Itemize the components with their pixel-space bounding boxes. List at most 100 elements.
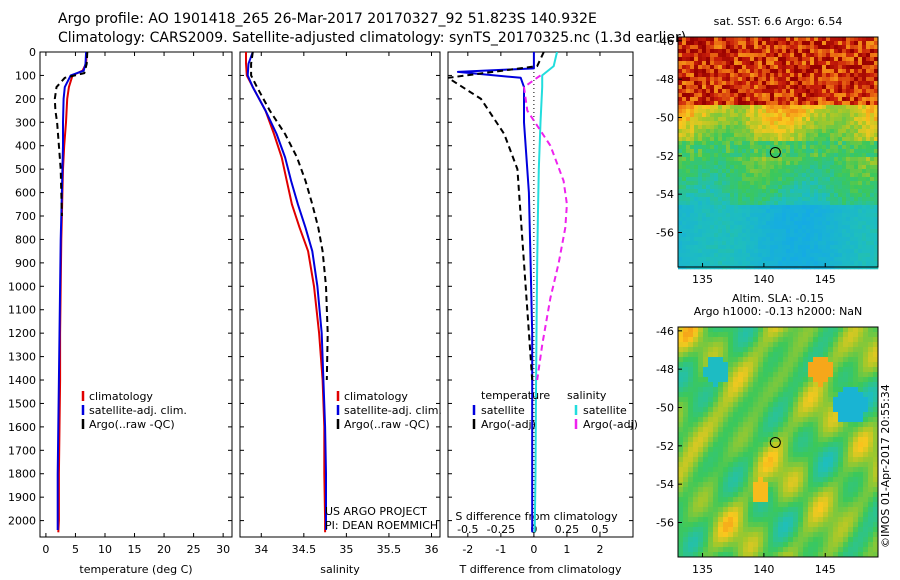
x-tick-label: 34	[254, 543, 268, 556]
series-line-temperature-argo-adj-	[448, 52, 545, 381]
legend-heading: salinity	[567, 389, 607, 402]
x-tick-label: 1	[563, 543, 570, 556]
figure-title-line1: Argo profile: AO 1901418_265 26-Mar-2017…	[58, 11, 597, 27]
map-y-tick-label: -50	[656, 112, 674, 125]
x-tick-label: 15	[128, 543, 142, 556]
y-tick-label: 1300	[8, 351, 36, 364]
x-tick-label: 2	[596, 543, 603, 556]
map-y-tick-label: -52	[656, 150, 674, 163]
sla-map-cells	[678, 327, 879, 558]
legend-entry: Argo(-adj)	[583, 418, 638, 431]
y-tick-label: 1700	[8, 444, 36, 457]
s-diff-axis-label: S difference from climatology	[455, 510, 618, 523]
plot-frame	[239, 51, 441, 538]
series-line-satellite-adj-clim-	[56, 52, 88, 530]
map-y-tick-label: -50	[656, 402, 674, 415]
sla-map: 135 140 145 -46 -48 -50 -52 -54 -56	[656, 325, 879, 576]
sst-map: 135 140 145 -46 -48 -50 -52 -54 -56	[656, 35, 879, 286]
series-group	[448, 52, 568, 533]
y-tick-label: 200	[15, 93, 36, 106]
x-tick-label: 20	[157, 543, 171, 556]
map-frame	[677, 326, 879, 558]
argo-location-marker	[769, 146, 781, 158]
map-y-tick-label: -46	[656, 35, 674, 48]
difference-profile: -2 -1 0 1 2 T difference from climatology -0.5…	[447, 51, 638, 576]
y-tick-label: 300	[15, 116, 36, 129]
series-line-argo-raw-qc-	[250, 52, 329, 381]
plot-frame	[447, 51, 634, 538]
y-tick-label: 2000	[8, 515, 36, 528]
legend-entry: satellite	[583, 404, 627, 417]
legend-entry: satellite	[481, 404, 525, 417]
x-tick-label: 36	[424, 543, 438, 556]
s-diff-tick-label: -0.25	[487, 523, 515, 536]
map-y-tick-label: -48	[656, 73, 674, 86]
x-tick-label: 35	[339, 543, 353, 556]
y-tick-label: 1400	[8, 374, 36, 387]
x-tick-label: 0	[530, 543, 537, 556]
credit-project: US ARGO PROJECT	[325, 505, 427, 518]
x-tick-label: -1	[495, 543, 506, 556]
legend-entry: satellite-adj. clim.	[89, 404, 187, 417]
series-group	[53, 52, 89, 533]
series-line-climatology	[245, 52, 327, 533]
map-x-tick-label: 135	[692, 273, 713, 286]
legend-entry: satellite-adj. clim.	[344, 404, 442, 417]
x-tick-label: 30	[216, 543, 230, 556]
y-tick-label: 1900	[8, 491, 36, 504]
y-tick-label: 1600	[8, 421, 36, 434]
plot-frame	[39, 51, 233, 538]
y-tick-label: 900	[15, 257, 36, 270]
legend-entry: climatology	[344, 390, 408, 403]
y-tick-label: 1200	[8, 327, 36, 340]
argo-location-marker	[769, 436, 781, 448]
map-y-tick-label: -46	[656, 325, 674, 338]
y-tick-label: 0	[29, 46, 36, 59]
map-frame	[677, 36, 879, 268]
x-tick-label: 5	[72, 543, 79, 556]
maps-layer: 135 140 145 -46 -48 -50 -52 -54 -56 135 140 145 -46 -…	[656, 35, 879, 576]
x-axis-label: temperature (deg C)	[79, 563, 192, 576]
series-line-satellite-adj-clim-	[246, 52, 327, 530]
legend-heading: temperature	[481, 389, 550, 402]
credit-pi: PI: DEAN ROEMMICH	[325, 519, 438, 532]
x-axis-label: T difference from climatology	[459, 563, 622, 576]
y-tick-label: 800	[15, 233, 36, 246]
x-tick-label: 34.5	[292, 543, 317, 556]
sla-map-title: Altim. SLA: -0.15	[731, 292, 825, 305]
series-line-argo-raw-qc-	[53, 52, 89, 217]
x-tick-label: -2	[462, 543, 473, 556]
map-x-tick-label: 140	[753, 563, 774, 576]
y-tick-label: 1500	[8, 397, 36, 410]
profiles-layer: 0 5 10 15 20 25 300100200300400500600700800900…	[8, 46, 638, 576]
x-tick-label: 0	[42, 543, 49, 556]
series-line-temperature-satellite	[456, 52, 535, 533]
series-line-salinity-satellite	[533, 52, 558, 533]
y-tick-label: 1000	[8, 280, 36, 293]
map-y-tick-label: -54	[656, 478, 674, 491]
legend-entry: Argo(-adj)	[481, 418, 536, 431]
map-y-tick-label: -48	[656, 363, 674, 376]
y-tick-label: 1100	[8, 304, 36, 317]
legend-entry: Argo(..raw -QC)	[344, 418, 430, 431]
sla-map-subtitle: Argo h1000: -0.13 h2000: NaN	[693, 305, 863, 318]
series-group	[245, 52, 329, 533]
map-y-tick-label: -56	[656, 227, 674, 240]
sst-map-cells	[678, 37, 879, 270]
y-tick-label: 400	[15, 140, 36, 153]
x-tick-label: 10	[98, 543, 112, 556]
legend-entry: Argo(..raw -QC)	[89, 418, 175, 431]
x-tick-label: 25	[187, 543, 201, 556]
y-tick-label: 500	[15, 163, 36, 176]
salinity-profile: 34 34.5 35 35.5 36 salinity climatologysatelli…	[239, 51, 442, 576]
legend-entry: climatology	[89, 390, 153, 403]
map-x-tick-label: 145	[815, 563, 836, 576]
x-axis-label: salinity	[320, 563, 360, 576]
y-tick-label: 1800	[8, 468, 36, 481]
y-tick-label: 100	[15, 69, 36, 82]
y-tick-label: 700	[15, 210, 36, 223]
y-tick-label: 600	[15, 187, 36, 200]
s-diff-tick-label: 0.25	[555, 523, 580, 536]
map-x-tick-label: 135	[692, 563, 713, 576]
